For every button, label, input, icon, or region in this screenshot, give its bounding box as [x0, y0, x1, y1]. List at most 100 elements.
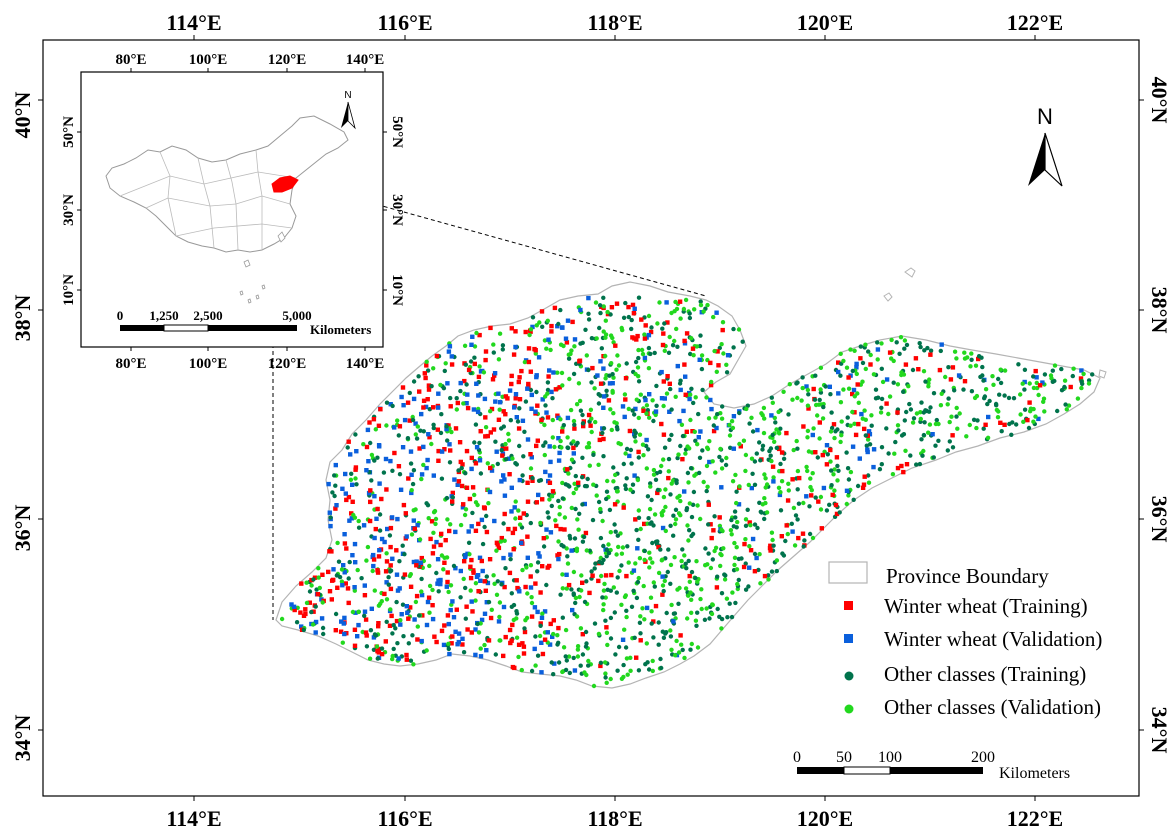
other-classes-validation-point — [666, 469, 671, 474]
other-classes-training-point — [715, 412, 720, 417]
winter-wheat-training-point — [378, 407, 383, 412]
other-classes-training-point — [908, 453, 913, 458]
other-classes-training-point — [823, 384, 828, 389]
legend-label: Winter wheat (Validation) — [884, 627, 1102, 651]
other-classes-validation-point — [906, 384, 911, 389]
other-classes-training-point — [544, 582, 549, 588]
other-classes-training-point — [813, 373, 818, 378]
other-classes-training-point — [381, 470, 387, 475]
other-classes-training-point — [666, 350, 672, 355]
other-classes-validation-point — [689, 336, 694, 341]
winter-wheat-training-point — [388, 544, 393, 550]
other-classes-validation-point — [566, 471, 571, 476]
other-classes-training-point — [580, 412, 585, 418]
winter-wheat-training-point — [403, 511, 408, 516]
other-classes-validation-point — [433, 521, 438, 527]
winter-wheat-training-point — [434, 639, 439, 645]
winter-wheat-validation-point — [478, 369, 484, 374]
other-classes-training-point — [632, 434, 637, 439]
other-classes-validation-point — [709, 379, 714, 385]
winter-wheat-validation-point — [714, 425, 719, 431]
other-classes-validation-point — [577, 594, 582, 600]
other-classes-training-point — [1002, 393, 1007, 398]
other-classes-validation-point — [868, 352, 873, 358]
winter-wheat-training-point — [449, 362, 455, 367]
other-classes-training-point — [606, 550, 612, 556]
winter-wheat-training-point — [425, 397, 430, 402]
other-classes-training-point — [635, 579, 641, 585]
other-classes-training-point — [611, 465, 616, 470]
winter-wheat-training-point — [508, 640, 513, 646]
other-classes-training-point — [928, 405, 933, 410]
winter-wheat-validation-point — [456, 639, 461, 645]
winter-wheat-validation-point — [627, 453, 632, 459]
winter-wheat-training-point — [507, 570, 513, 576]
other-classes-training-point — [530, 315, 536, 320]
winter-wheat-training-point — [431, 405, 436, 410]
other-classes-training-point — [556, 321, 561, 327]
other-classes-validation-point — [550, 417, 555, 423]
other-classes-validation-point — [626, 560, 631, 565]
other-classes-validation-point — [921, 448, 926, 454]
winter-wheat-training-point — [434, 353, 440, 359]
winter-wheat-validation-point — [557, 450, 562, 456]
other-classes-training-point — [985, 401, 990, 407]
winter-wheat-validation-point — [451, 615, 457, 620]
other-classes-training-point — [987, 398, 992, 404]
winter-wheat-training-point — [329, 549, 334, 554]
other-classes-validation-point — [674, 306, 680, 312]
winter-wheat-validation-point — [595, 373, 600, 378]
other-classes-training-point — [1090, 372, 1095, 377]
winter-wheat-validation-point — [708, 397, 713, 403]
other-classes-validation-point — [340, 640, 345, 645]
winter-wheat-validation-point — [644, 437, 649, 443]
other-classes-training-point — [894, 340, 899, 345]
inset-lon-label: 100°E — [189, 356, 228, 372]
other-classes-validation-point — [620, 545, 626, 550]
winter-wheat-training-point — [515, 585, 520, 591]
other-classes-validation-point — [561, 343, 566, 349]
winter-wheat-validation-point — [520, 418, 526, 423]
other-classes-training-point — [693, 438, 698, 443]
winter-wheat-validation-point — [696, 435, 701, 440]
other-classes-training-point — [394, 599, 399, 605]
other-classes-validation-point — [559, 370, 565, 376]
other-classes-validation-point — [761, 405, 767, 411]
other-classes-validation-point — [623, 451, 628, 456]
other-classes-validation-point — [811, 426, 816, 431]
winter-wheat-training-point — [298, 610, 303, 615]
winter-wheat-validation-point — [438, 577, 443, 583]
winter-wheat-training-point — [813, 450, 818, 455]
winter-wheat-validation-point — [550, 634, 555, 639]
other-classes-validation-point — [516, 654, 521, 660]
winter-wheat-training-point — [344, 546, 349, 551]
other-classes-training-point — [666, 456, 672, 462]
winter-wheat-training-point — [547, 480, 553, 485]
winter-wheat-validation-point — [400, 445, 406, 450]
winter-wheat-validation-point — [598, 359, 603, 364]
winter-wheat-training-point — [720, 327, 725, 333]
other-classes-validation-point — [688, 590, 693, 595]
other-classes-validation-point — [815, 413, 820, 418]
other-classes-training-point — [675, 344, 680, 349]
other-classes-training-point — [1063, 402, 1068, 407]
other-classes-training-point — [886, 451, 891, 456]
other-classes-training-point — [368, 628, 374, 633]
winter-wheat-training-point — [460, 642, 465, 647]
winter-wheat-validation-point — [458, 380, 463, 386]
other-classes-validation-point — [786, 488, 791, 493]
other-classes-training-point — [535, 653, 541, 658]
other-classes-validation-point — [730, 479, 736, 484]
other-classes-training-point — [697, 455, 703, 460]
other-classes-validation-point — [636, 508, 641, 513]
lat-label: 36°N — [10, 505, 35, 552]
other-classes-validation-point — [568, 407, 574, 413]
winter-wheat-training-point — [483, 357, 488, 363]
other-classes-validation-point — [848, 469, 854, 475]
winter-wheat-validation-point — [536, 492, 541, 498]
other-classes-validation-point — [427, 563, 432, 569]
other-classes-training-point — [919, 437, 924, 442]
winter-wheat-validation-point — [659, 396, 665, 401]
other-classes-validation-point — [612, 420, 617, 425]
legend-label: Winter wheat (Training) — [884, 594, 1088, 618]
